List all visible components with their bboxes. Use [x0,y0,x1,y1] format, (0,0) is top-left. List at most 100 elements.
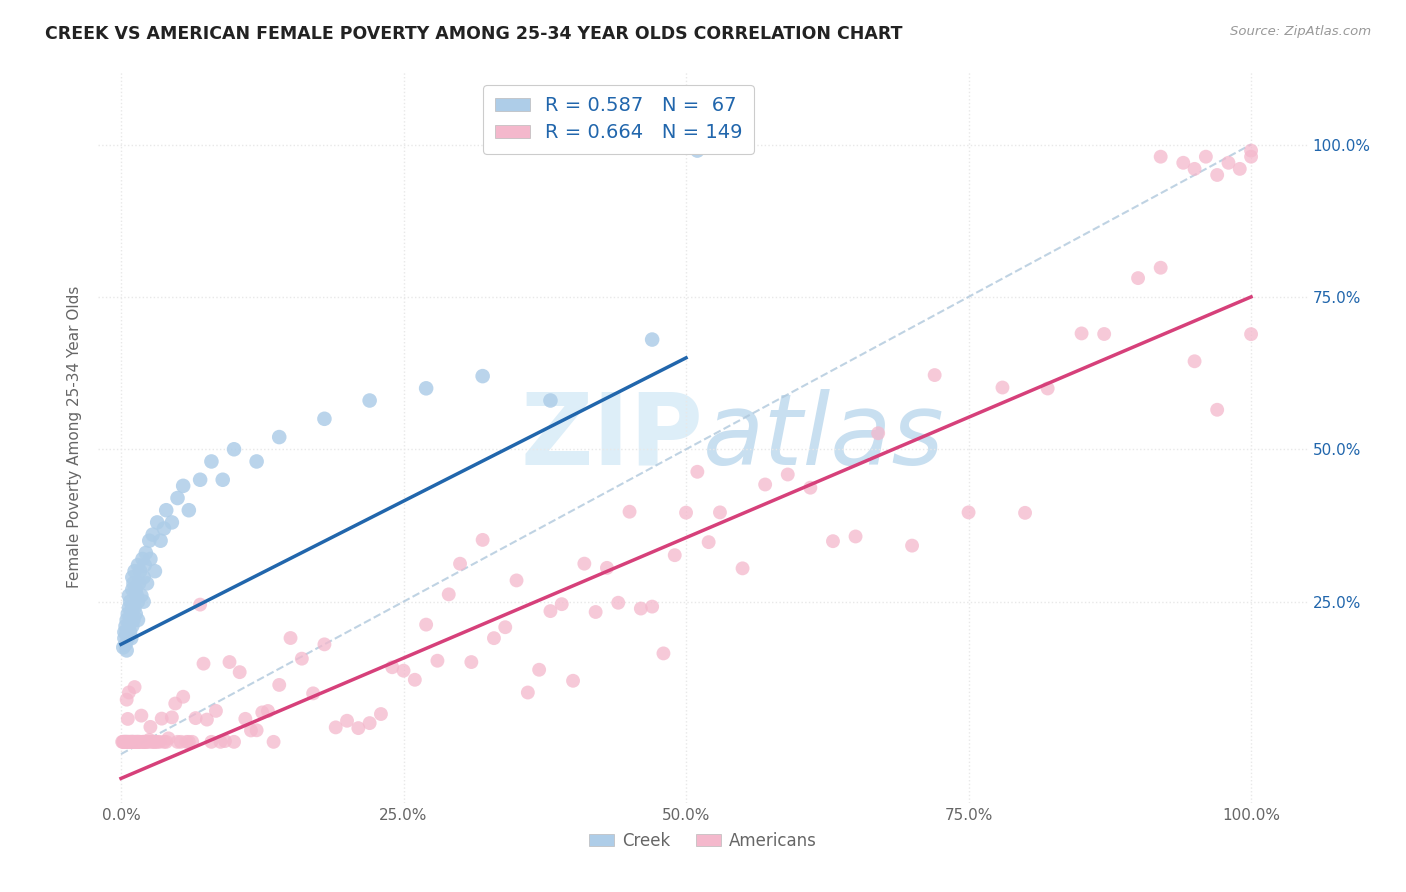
Point [131,589,153,603]
Point [114,735,136,749]
Point [111,735,134,749]
Point [127,558,149,573]
Point [117,735,139,749]
Point [112,625,135,640]
Point [146,516,169,530]
Point [143,564,166,578]
Point [134,558,156,573]
Text: Source: ZipAtlas.com: Source: ZipAtlas.com [1230,25,1371,38]
Point [924,368,946,382]
Y-axis label: Female Poverty Among 25-34 Year Olds: Female Poverty Among 25-34 Year Olds [67,286,83,588]
Point [652,647,675,661]
Point [585,605,607,619]
Text: atlas: atlas [703,389,945,485]
Point [641,333,664,347]
Point [121,582,143,597]
Point [125,735,148,749]
Point [122,735,145,749]
Point [115,735,138,749]
Point [121,600,143,615]
Point [112,735,135,749]
Point [120,735,142,749]
Point [314,637,336,651]
Point [505,574,527,588]
Point [415,617,437,632]
Point [165,697,187,711]
Point [731,561,754,575]
Point [359,716,381,731]
Point [127,594,149,608]
Point [118,735,141,749]
Point [1206,168,1229,182]
Text: CREEK VS AMERICAN FEMALE POVERTY AMONG 25-34 YEAR OLDS CORRELATION CHART: CREEK VS AMERICAN FEMALE POVERTY AMONG 2… [45,25,903,43]
Point [117,735,139,749]
Point [121,735,143,749]
Point [139,552,162,566]
Point [121,619,143,633]
Point [494,620,516,634]
Point [193,657,215,671]
Point [124,564,146,578]
Point [596,561,619,575]
Point [124,735,146,749]
Point [131,735,153,749]
Point [160,516,183,530]
Point [125,589,148,603]
Point [176,735,198,749]
Point [128,576,150,591]
Point [184,711,207,725]
Point [233,712,256,726]
Point [471,369,494,384]
Point [392,664,415,678]
Point [131,552,153,566]
Point [125,582,148,597]
Point [821,534,844,549]
Point [114,619,136,633]
Point [125,735,148,749]
Point [177,735,200,749]
Point [291,651,314,665]
Point [697,535,720,549]
Point [1126,271,1149,285]
Point [799,481,821,495]
Point [150,712,173,726]
Point [538,604,561,618]
Point [381,660,404,674]
Point [114,735,136,749]
Point [437,587,460,601]
Point [114,637,136,651]
Point [686,465,709,479]
Point [127,735,149,749]
Point [957,505,980,519]
Point [675,506,697,520]
Point [129,735,152,749]
Point [166,735,188,749]
Point [148,735,170,749]
Point [404,673,426,687]
Point [562,673,585,688]
Point [252,706,274,720]
Point [325,720,347,734]
Point [136,735,159,749]
Point [240,723,263,738]
Point [1195,150,1218,164]
Point [177,503,200,517]
Point [1218,156,1240,170]
Point [118,685,141,699]
Point [205,704,228,718]
Point [664,548,686,562]
Point [120,607,142,621]
Point [370,706,392,721]
Point [112,640,135,655]
Point [120,632,142,646]
Point [125,607,148,621]
Point [142,527,165,541]
Point [181,735,204,749]
Point [709,505,731,519]
Point [138,533,160,548]
Point [115,643,138,657]
Point [228,665,250,680]
Point [516,685,538,699]
Point [901,539,924,553]
Point [302,686,325,700]
